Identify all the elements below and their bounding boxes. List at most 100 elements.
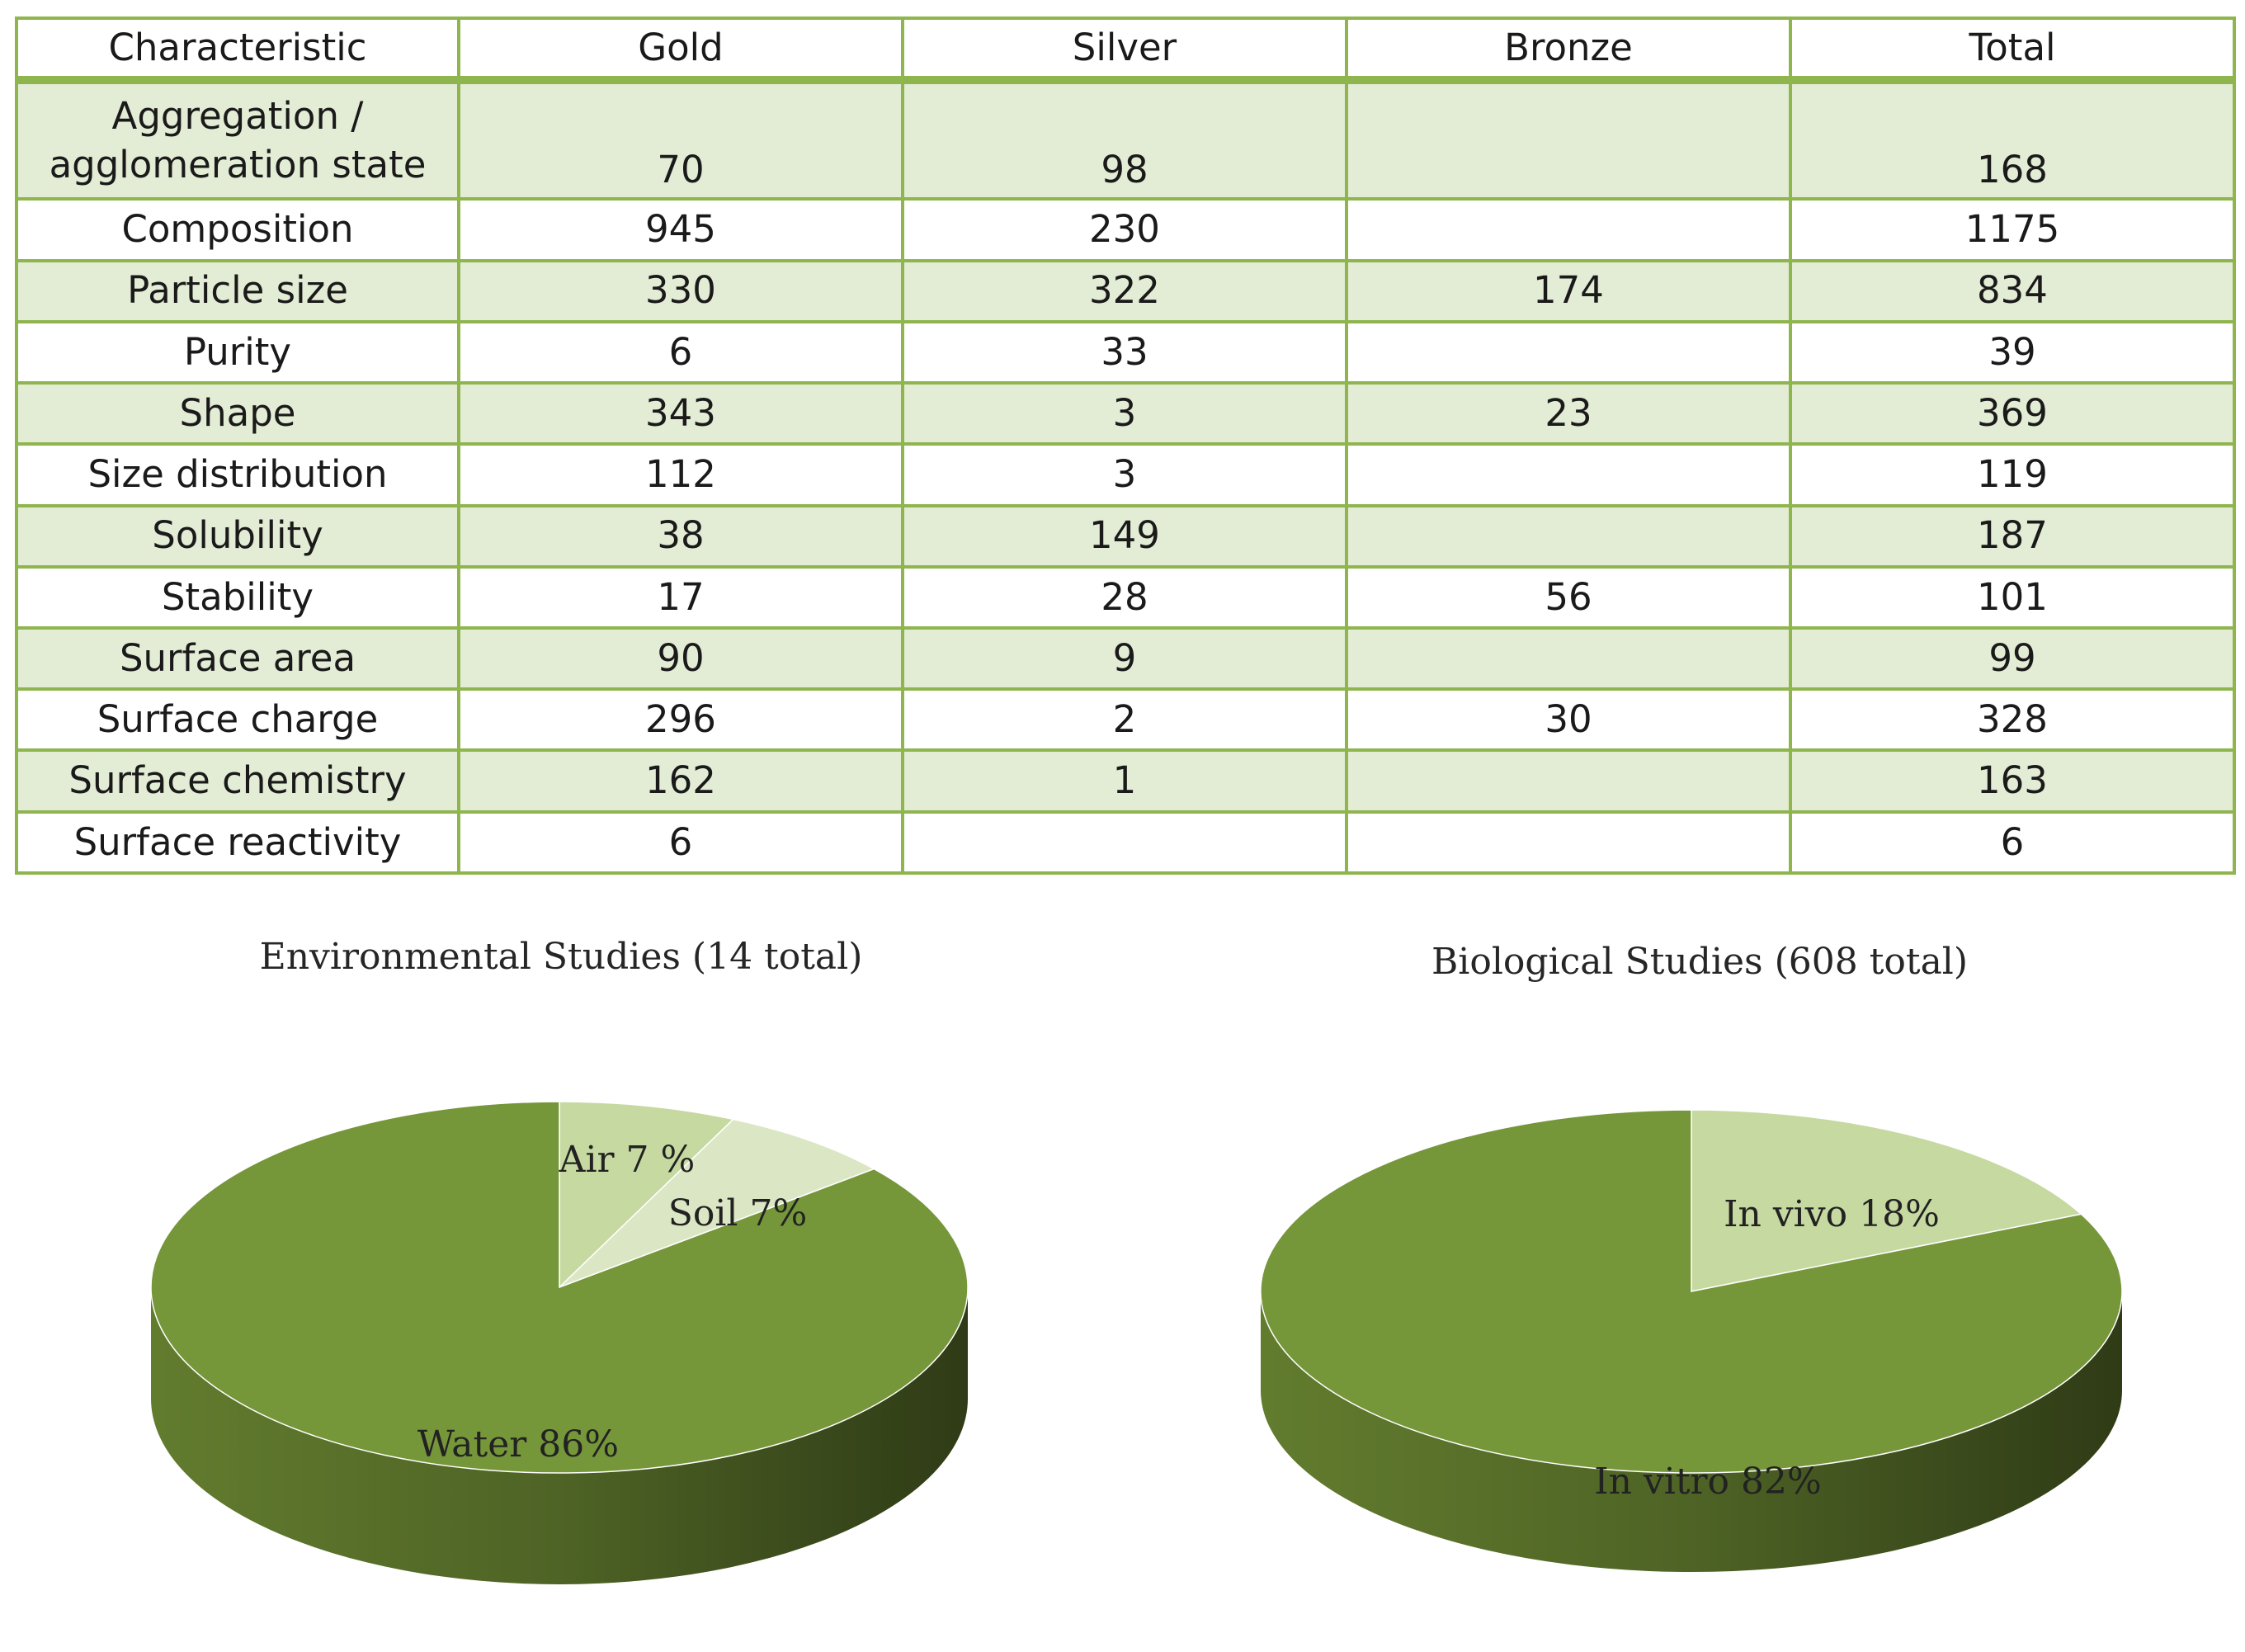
- table-row: Surface chemistry 162 1 163: [15, 748, 2236, 814]
- cell-total: 99: [1789, 625, 2236, 691]
- environmental-studies-pie: Environmental Studies (14 total) Air 7 %…: [132, 916, 990, 1642]
- cell-bronze: [1345, 319, 1792, 385]
- cell-characteristic: Particle size: [15, 258, 460, 323]
- cell-characteristic: Surface charge: [15, 687, 460, 753]
- cell-silver: 1: [901, 748, 1348, 814]
- cell-characteristic: Shape: [15, 381, 460, 446]
- cell-total: 369: [1789, 381, 2236, 446]
- table-row: Size distribution 112 3 119: [15, 442, 2236, 507]
- cell-silver: 322: [901, 258, 1348, 323]
- cell-characteristic-line2: agglomeration state: [49, 142, 427, 186]
- cell-bronze: [1345, 197, 1792, 262]
- table-row: Aggregation / agglomeration state 70 98 1…: [15, 78, 2236, 201]
- cell-gold: 6: [457, 809, 904, 876]
- biological-pie-title: Biological Studies (608 total): [1431, 941, 1969, 983]
- bio-slice-in-vitro: [1260, 1109, 2123, 1474]
- env-label-air: Air 7 %: [559, 1139, 696, 1181]
- cell-bronze: 56: [1345, 564, 1792, 630]
- cell-total: 119: [1789, 442, 2236, 507]
- bio-label-in-vivo: In vivo 18%: [1724, 1193, 1940, 1235]
- cell-gold: 330: [457, 258, 904, 323]
- cell-gold: 296: [457, 687, 904, 753]
- cell-bronze: [1345, 503, 1792, 569]
- cell-gold: 112: [457, 442, 904, 507]
- cell-total: 187: [1789, 503, 2236, 569]
- cell-bronze: [1345, 748, 1792, 814]
- cell-total: 1175: [1789, 197, 2236, 262]
- biological-pie-svg: In vivo 18% In vitro 82%: [1260, 1109, 2123, 1572]
- table-header-row: Characteristic Gold Silver Bronze Total: [15, 17, 2236, 84]
- cell-gold: 17: [457, 564, 904, 630]
- cell-characteristic: Stability: [15, 564, 460, 630]
- env-slice-water: [150, 1101, 969, 1474]
- biological-studies-pie: Biological Studies (608 total) In vivo 1…: [1246, 916, 2153, 1642]
- cell-gold: 162: [457, 748, 904, 814]
- cell-characteristic-line1: Aggregation /: [111, 94, 364, 139]
- data-table: Characteristic Gold Silver Bronze Total …: [15, 17, 2236, 876]
- cell-silver: [901, 809, 1348, 876]
- cell-total: 328: [1789, 687, 2236, 753]
- cell-characteristic: Surface chemistry: [15, 748, 460, 814]
- characteristics-table: Characteristic Gold Silver Bronze Total …: [15, 17, 2236, 876]
- header-bronze: Bronze: [1345, 17, 1792, 84]
- cell-gold: 945: [457, 197, 904, 262]
- cell-characteristic: Surface area: [15, 625, 460, 691]
- bio-pie-side: [1261, 1291, 2122, 1572]
- cell-total: 6: [1789, 809, 2236, 876]
- table-row: Surface charge 296 2 30 328: [15, 687, 2236, 753]
- cell-characteristic: Aggregation / agglomeration state: [15, 78, 460, 201]
- table-row: Stability 17 28 56 101: [15, 564, 2236, 630]
- cell-total: 101: [1789, 564, 2236, 630]
- cell-characteristic: Purity: [15, 319, 460, 385]
- cell-silver: 28: [901, 564, 1348, 630]
- env-slice-air: [559, 1101, 735, 1289]
- cell-bronze: [1345, 78, 1792, 201]
- cell-silver: 3: [901, 442, 1348, 507]
- cell-gold: 70: [457, 78, 904, 201]
- cell-total: 834: [1789, 258, 2236, 323]
- cell-characteristic: Composition: [15, 197, 460, 262]
- table-row: Solubility 38 149 187: [15, 503, 2236, 569]
- cell-bronze: 23: [1345, 381, 1792, 446]
- cell-silver: 3: [901, 381, 1348, 446]
- cell-characteristic: Solubility: [15, 503, 460, 569]
- cell-silver: 2: [901, 687, 1348, 753]
- env-label-soil: Soil 7%: [668, 1192, 808, 1234]
- table-row: Surface reactivity 6 6: [15, 809, 2236, 876]
- table-row: Shape 343 3 23 369: [15, 381, 2236, 446]
- environmental-pie-title: Environmental Studies (14 total): [259, 936, 863, 978]
- cell-silver: 9: [901, 625, 1348, 691]
- table-row: Composition 945 230 1175: [15, 197, 2236, 262]
- cell-silver: 98: [901, 78, 1348, 201]
- table-row: Purity 6 33 39: [15, 319, 2236, 385]
- cell-bronze: [1345, 442, 1792, 507]
- env-label-water: Water 86%: [417, 1423, 619, 1466]
- env-pie-side: [151, 1287, 968, 1584]
- cell-gold: 6: [457, 319, 904, 385]
- bio-slice-in-vivo: [1691, 1109, 2082, 1292]
- cell-silver: 230: [901, 197, 1348, 262]
- cell-gold: 343: [457, 381, 904, 446]
- cell-gold: 90: [457, 625, 904, 691]
- cell-bronze: [1345, 625, 1792, 691]
- table-row: Surface area 90 9 99: [15, 625, 2236, 691]
- environmental-pie-svg: Air 7 % Soil 7% Water 86%: [150, 1101, 969, 1584]
- env-slice-soil: [559, 1118, 876, 1288]
- header-total: Total: [1789, 17, 2236, 84]
- cell-gold: 38: [457, 503, 904, 569]
- header-silver: Silver: [901, 17, 1348, 84]
- cell-characteristic: Surface reactivity: [15, 809, 460, 876]
- cell-bronze: 174: [1345, 258, 1792, 323]
- cell-total: 168: [1789, 78, 2236, 201]
- cell-characteristic: Size distribution: [15, 442, 460, 507]
- cell-bronze: [1345, 809, 1792, 876]
- cell-silver: 149: [901, 503, 1348, 569]
- cell-silver: 33: [901, 319, 1348, 385]
- cell-total: 39: [1789, 319, 2236, 385]
- table-row: Particle size 330 322 174 834: [15, 258, 2236, 323]
- header-characteristic: Characteristic: [15, 17, 460, 84]
- header-gold: Gold: [457, 17, 904, 84]
- bio-label-in-vitro: In vitro 82%: [1594, 1461, 1822, 1503]
- cell-bronze: 30: [1345, 687, 1792, 753]
- cell-total: 163: [1789, 748, 2236, 814]
